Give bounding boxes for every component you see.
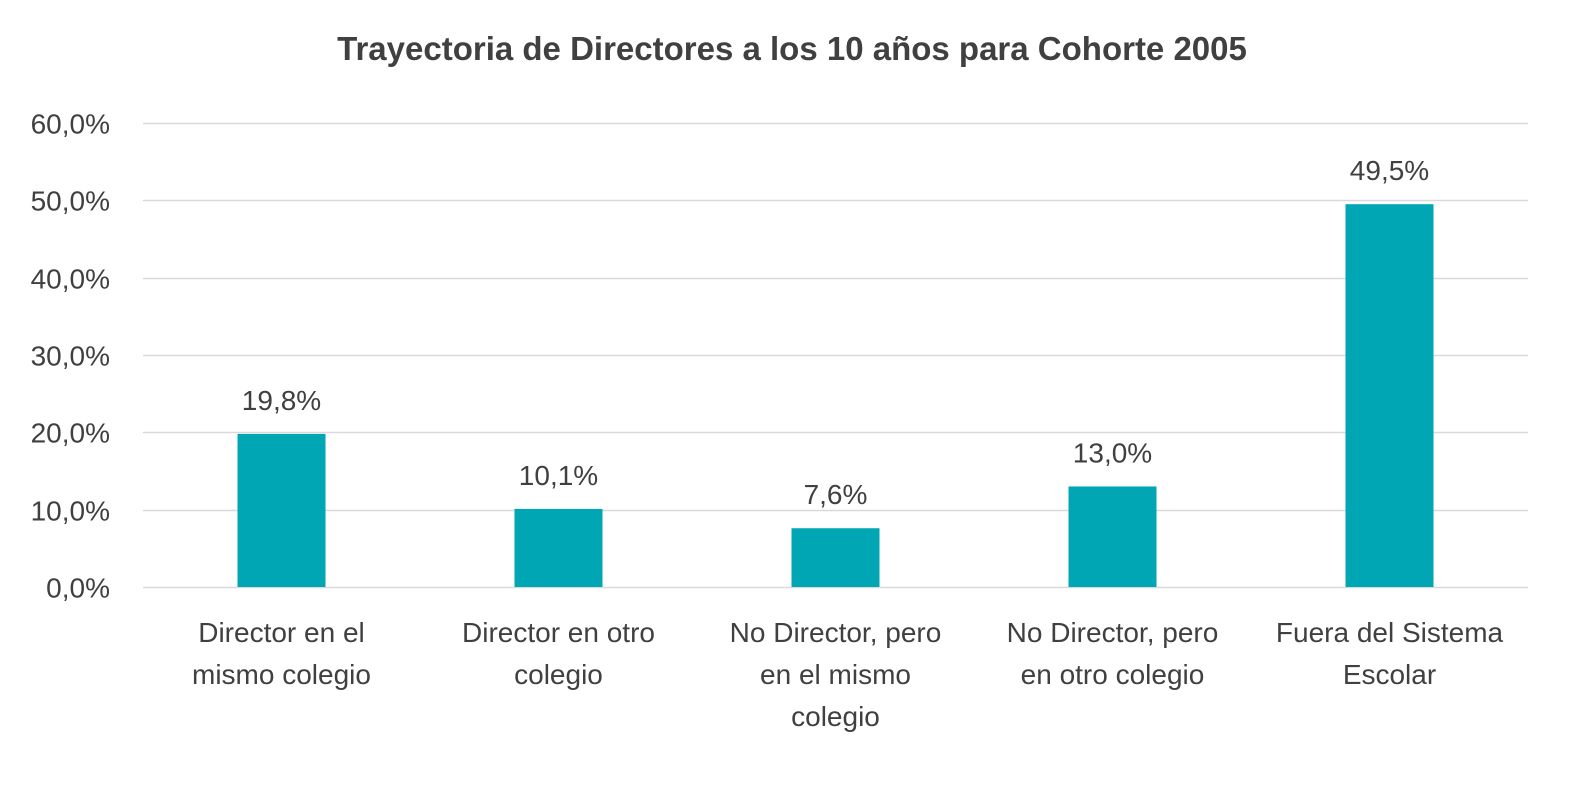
data-label: 10,1% — [519, 460, 598, 491]
x-tick-label: Director en otro colegio — [462, 617, 655, 690]
y-tick-label: 50,0% — [31, 186, 110, 217]
data-label: 13,0% — [1073, 437, 1152, 468]
data-label: 7,6% — [804, 479, 868, 510]
x-tick-label: Director en el mismo colegio — [192, 617, 371, 690]
x-tick-label: Fuera del Sistema Escolar — [1275, 617, 1504, 690]
x-tick-label: No Director, pero en el mismo colegio — [729, 617, 942, 732]
y-tick-label: 40,0% — [31, 264, 110, 295]
bar — [791, 528, 880, 587]
x-tick-label: No Director, pero en otro colegio — [1006, 617, 1219, 690]
data-label: 19,8% — [242, 385, 321, 416]
data-label: 49,5% — [1350, 155, 1429, 186]
bar — [1068, 486, 1157, 587]
chart-title: Trayectoria de Directores a los 10 años … — [337, 30, 1247, 67]
bar — [514, 508, 603, 587]
y-tick-label: 20,0% — [31, 418, 110, 449]
y-tick-label: 10,0% — [31, 496, 110, 527]
bar — [237, 433, 326, 587]
y-tick-label: 0,0% — [46, 573, 110, 604]
y-tick-label: 60,0% — [31, 109, 110, 140]
bar — [1345, 204, 1434, 587]
y-tick-label: 30,0% — [31, 341, 110, 372]
